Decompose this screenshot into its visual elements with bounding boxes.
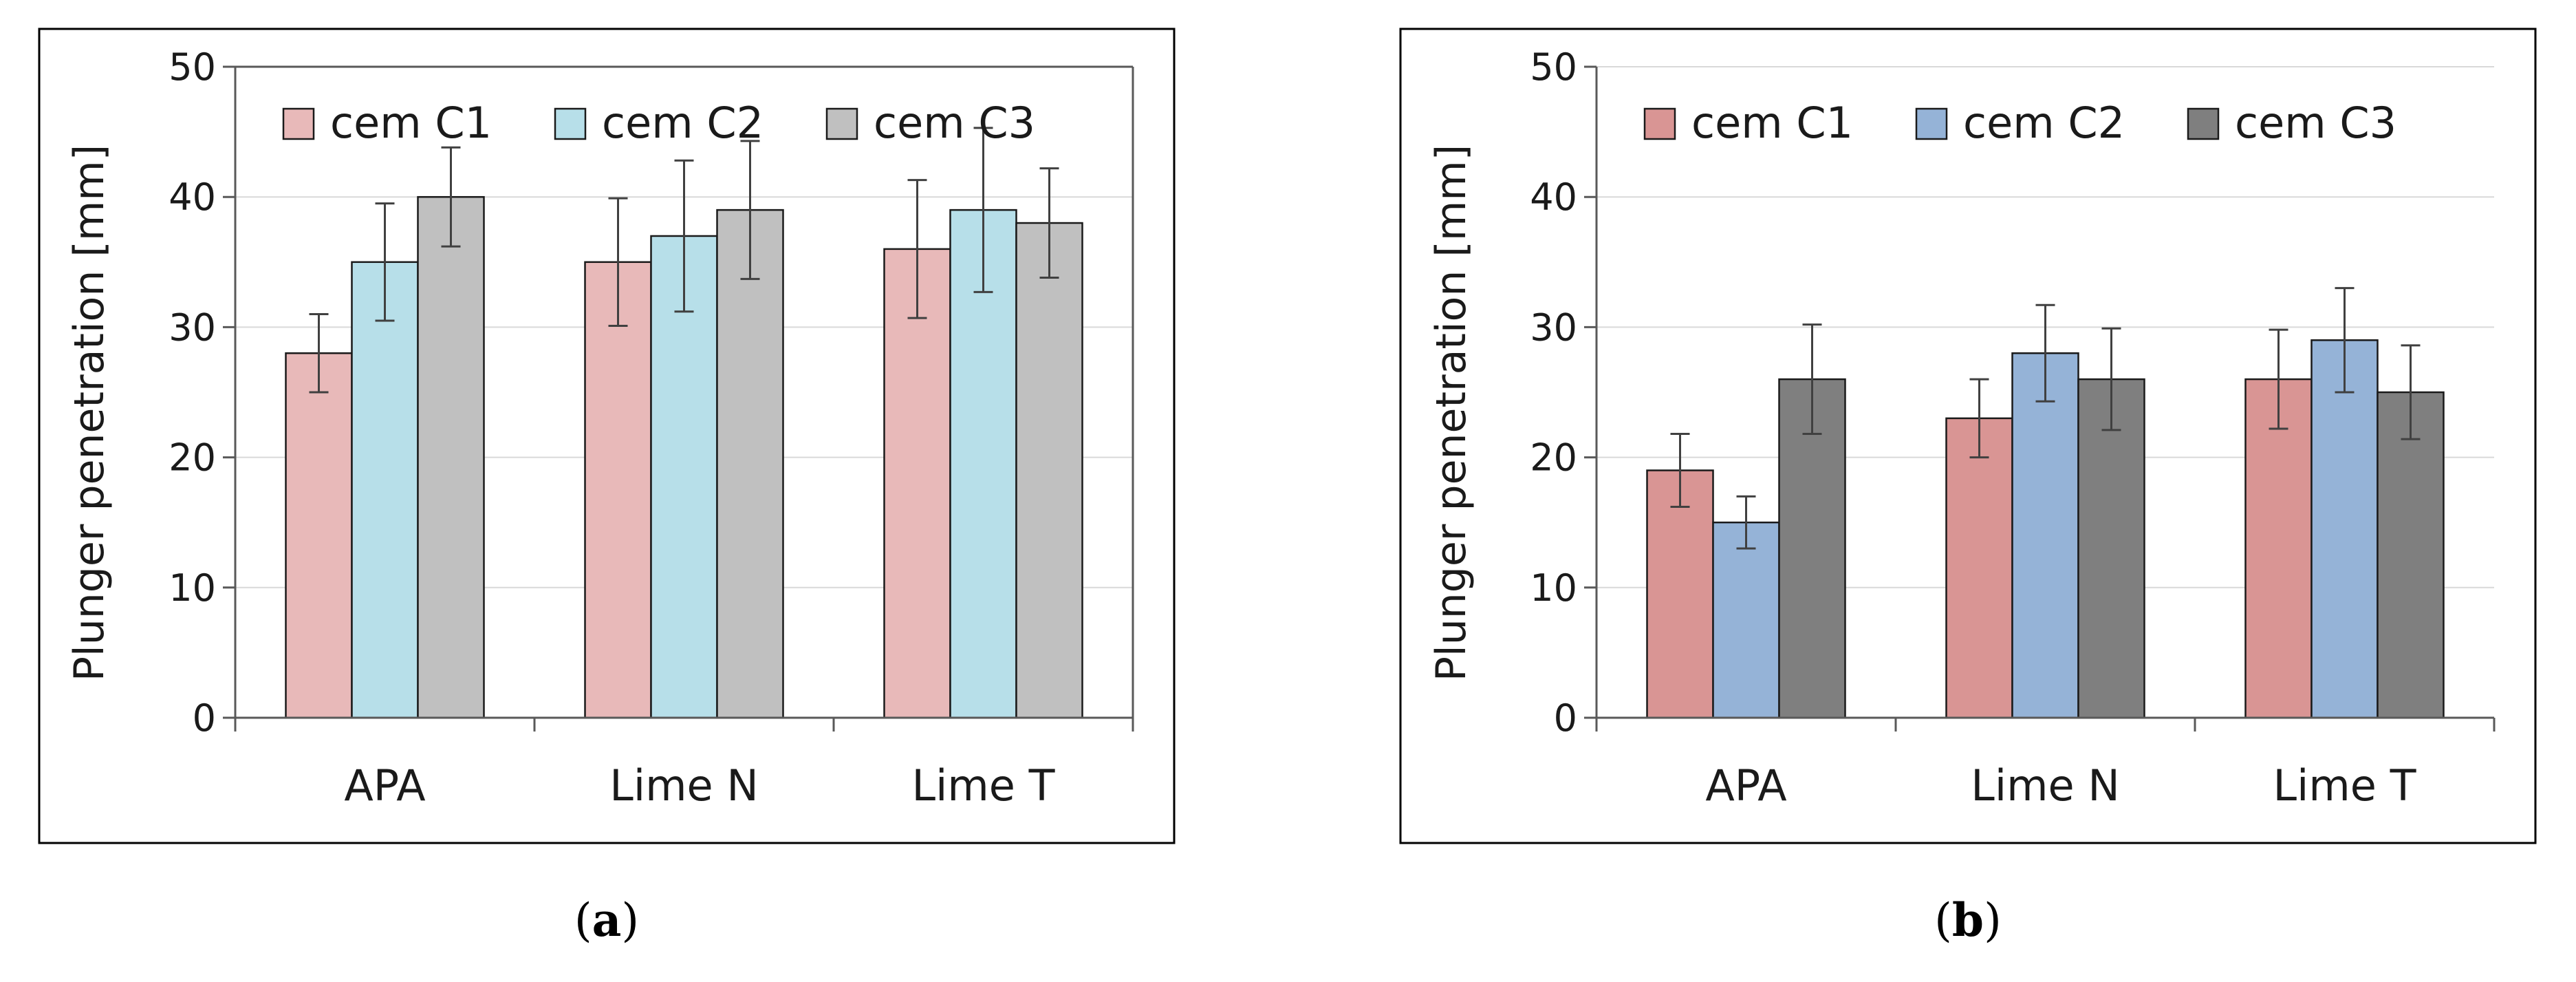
bar-cem-c2-apa: [351, 261, 419, 719]
bar-cem-c3-lime-t: [1015, 222, 1083, 719]
bar-cem-c3-lime-n: [2077, 378, 2145, 719]
x-tick-label: Lime T: [912, 760, 1056, 811]
plot-area-a: APA Lime N Lime T 0 10 20 30 40 50 cem C1 cem C2 ce…: [169, 45, 1134, 811]
y-tick-label: 20: [1530, 436, 1577, 480]
y-tick-label: 50: [1530, 45, 1577, 89]
panel-label-a: (a): [574, 893, 639, 947]
chart-panel-a: APA Lime N Lime T 0 10 20 30 40 50 cem C1 cem C2 ce…: [38, 28, 1176, 844]
y-tick-label: 30: [169, 306, 216, 349]
x-tick-label: APA: [344, 760, 425, 811]
x-tick-label: Lime N: [1971, 760, 2119, 811]
bar-cem-c1-apa: [285, 352, 353, 719]
bar-cem-c1-lime-n: [584, 261, 652, 719]
bar-cem-c3-lime-n: [716, 209, 784, 719]
y-axis-title-a: Plunger penetration [mm]: [65, 145, 113, 681]
legend-label: cem C3: [874, 98, 1035, 148]
bar-cem-c2-lime-n: [2011, 352, 2079, 719]
x-tick-label: Lime T: [2273, 760, 2417, 811]
legend-label: cem C2: [602, 98, 764, 148]
chart-panel-b: APA Lime N Lime T 0 10 20 30 40 50 cem C1 cem C2 ce…: [1399, 28, 2537, 844]
bar-cem-c1-lime-n: [1945, 417, 2013, 719]
y-tick-label: 40: [1530, 175, 1577, 219]
y-axis-title-b: Plunger penetration [mm]: [1427, 145, 1475, 681]
bar-cem-c3-apa: [1778, 378, 1846, 719]
bar-cem-c1-lime-t: [883, 248, 951, 719]
legend-swatch-cem-c2: [1915, 107, 1948, 140]
bar-cem-c3-apa: [417, 195, 485, 719]
y-tick-label: 20: [169, 436, 216, 480]
bar-cem-c1-lime-t: [2244, 378, 2313, 719]
x-tick-label: APA: [1705, 760, 1786, 811]
legend-swatch-cem-c3: [825, 107, 858, 140]
legend-swatch-cem-c2: [554, 107, 587, 140]
legend-label: cem C1: [330, 98, 492, 148]
bar-cem-c2-lime-n: [650, 235, 718, 719]
bar-cem-c1-apa: [1646, 469, 1714, 719]
x-tick-label: Lime N: [609, 760, 758, 811]
y-tick-label: 10: [169, 566, 216, 610]
y-tick-label: 50: [169, 45, 216, 89]
legend-swatch-cem-c3: [2187, 107, 2220, 140]
plot-area-b: APA Lime N Lime T 0 10 20 30 40 50 cem C1 cem C2 ce…: [1530, 45, 2496, 811]
legend-swatch-cem-c1: [1643, 107, 1676, 140]
legend-label: cem C3: [2235, 98, 2396, 148]
legend-label: cem C1: [1691, 98, 1853, 148]
y-tick-label: 10: [1530, 566, 1577, 610]
bar-cem-c2-apa: [1712, 521, 1780, 719]
y-tick-label: 0: [193, 696, 216, 740]
bar-cem-c2-lime-t: [2310, 339, 2379, 719]
bar-cem-c3-lime-t: [2377, 391, 2445, 719]
y-tick-label: 40: [169, 175, 216, 219]
legend-swatch-cem-c1: [282, 107, 315, 140]
legend-label: cem C2: [1963, 98, 2125, 148]
panel-label-b: (b): [1934, 893, 2002, 947]
y-tick-label: 0: [1554, 696, 1577, 740]
y-tick-label: 30: [1530, 306, 1577, 349]
